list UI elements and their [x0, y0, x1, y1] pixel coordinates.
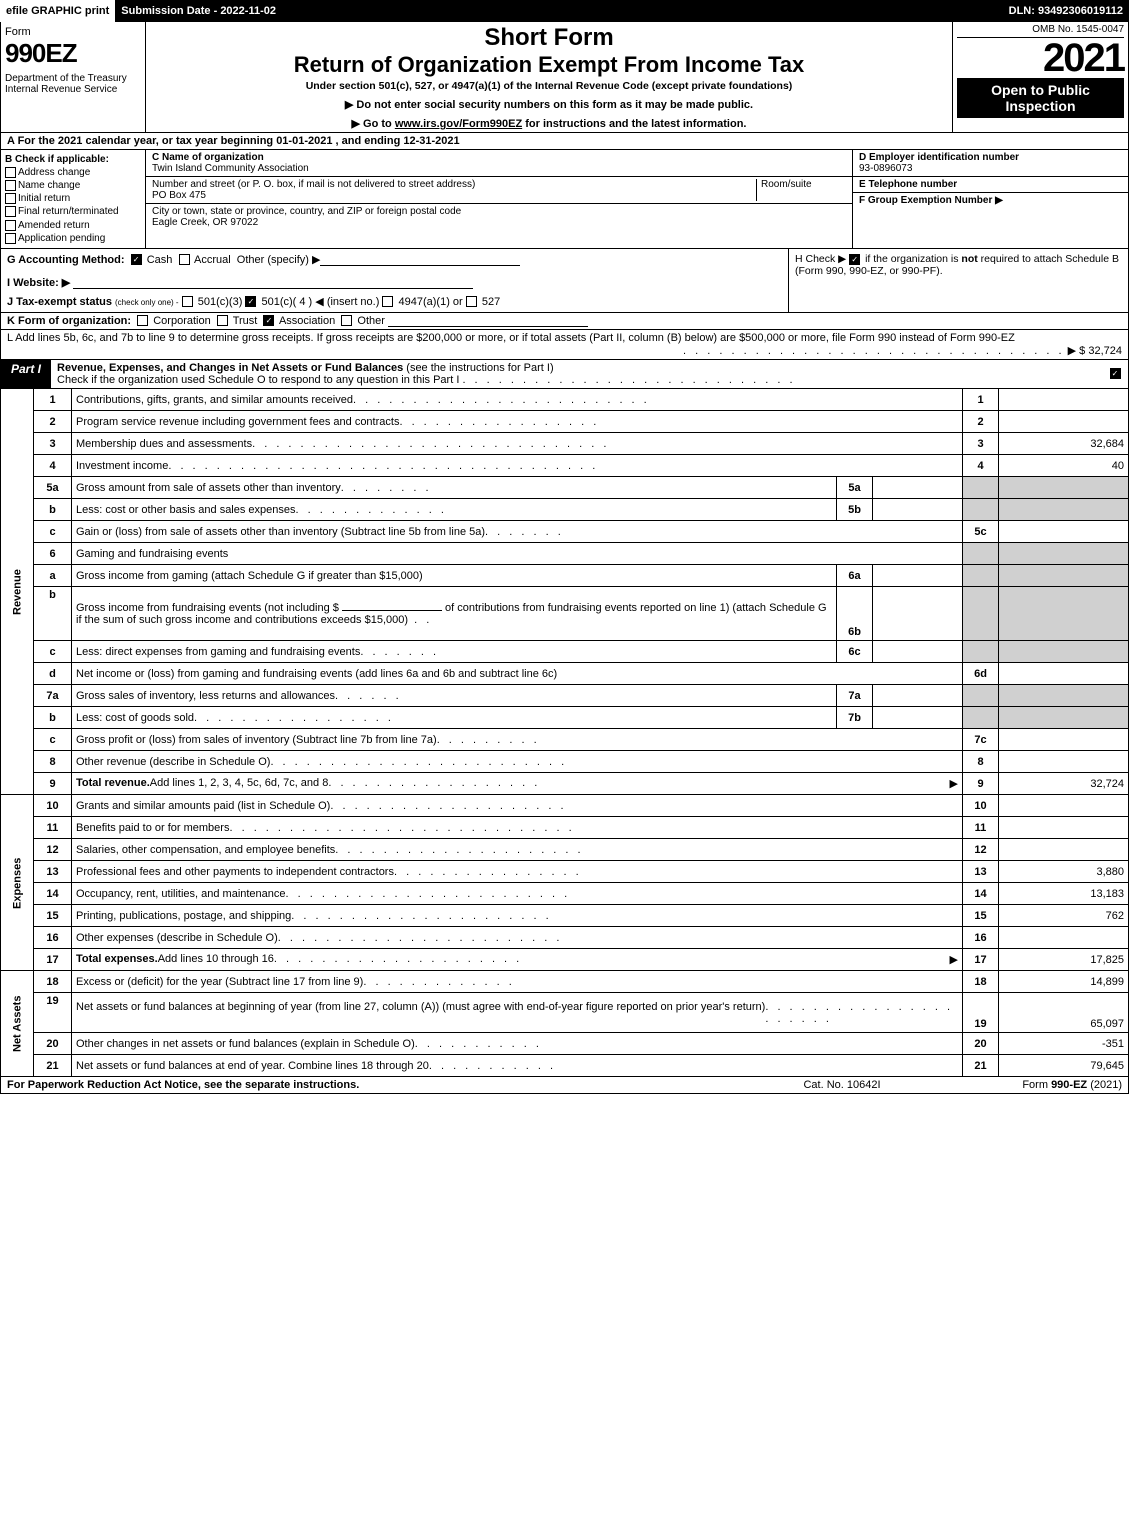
total-revenue: 32,724: [999, 773, 1129, 795]
city-state-zip: Eagle Creek, OR 97022: [152, 217, 258, 228]
ck-schedule-b-not-required[interactable]: [849, 254, 860, 265]
under-section: Under section 501(c), 527, or 4947(a)(1)…: [154, 80, 944, 92]
ck-schedule-o-used[interactable]: [1110, 368, 1121, 379]
form-header: Form 990EZ Department of the Treasury In…: [0, 22, 1129, 133]
total-expenses: 17,825: [999, 949, 1129, 971]
ck-initial-return[interactable]: [5, 193, 16, 204]
revenue-side-label: Revenue: [1, 389, 34, 795]
ck-corp[interactable]: [137, 315, 148, 326]
irs-link[interactable]: www.irs.gov/Form990EZ: [395, 118, 522, 130]
ck-amended[interactable]: [5, 220, 16, 231]
line18-value: 14,899: [999, 971, 1129, 993]
tax-year: 2021: [957, 38, 1124, 78]
efile-print[interactable]: efile GRAPHIC print: [0, 0, 115, 22]
section-c: C Name of organization Twin Island Commu…: [146, 150, 853, 248]
page-footer: For Paperwork Reduction Act Notice, see …: [0, 1077, 1129, 1094]
department: Department of the Treasury Internal Reve…: [5, 73, 141, 95]
ck-name-change[interactable]: [5, 180, 16, 191]
submission-date: Submission Date - 2022-11-02: [115, 0, 282, 22]
part1-tab: Part I: [1, 360, 51, 388]
instr-goto: ▶ Go to www.irs.gov/Form990EZ for instru…: [154, 117, 944, 130]
line1-value: [999, 389, 1129, 411]
ck-pending[interactable]: [5, 233, 16, 244]
line19-value: 65,097: [999, 993, 1129, 1033]
ck-501c3[interactable]: [182, 296, 193, 307]
ck-address-change[interactable]: [5, 167, 16, 178]
line14-value: 13,183: [999, 883, 1129, 905]
form-number: 990EZ: [5, 38, 141, 69]
other-org-field[interactable]: [388, 315, 588, 327]
line21-value: 79,645: [999, 1055, 1129, 1077]
org-name: Twin Island Community Association: [152, 163, 309, 174]
line13-value: 3,880: [999, 861, 1129, 883]
section-gh: G Accounting Method: Cash Accrual Other …: [0, 249, 1129, 313]
return-title: Return of Organization Exempt From Incom…: [154, 52, 944, 78]
ein: 93-0896073: [859, 163, 912, 174]
net-assets-side-label: Net Assets: [1, 971, 34, 1077]
website-label: I Website: ▶: [7, 277, 70, 289]
ck-cash[interactable]: [131, 254, 142, 265]
ck-association[interactable]: [263, 315, 274, 326]
section-a-period: A For the 2021 calendar year, or tax yea…: [0, 133, 1129, 150]
line2-value: [999, 411, 1129, 433]
form-word: Form: [5, 26, 141, 38]
line15-value: 762: [999, 905, 1129, 927]
section-k: K Form of organization: Corporation Trus…: [0, 313, 1129, 330]
catalog-number: Cat. No. 10642I: [742, 1079, 942, 1091]
dln: DLN: 93492306019112: [1003, 0, 1129, 22]
part1-table: Revenue 1 Contributions, gifts, grants, …: [0, 389, 1129, 1078]
section-b: B Check if applicable: Address change Na…: [1, 150, 146, 248]
section-def: D Employer identification number 93-0896…: [853, 150, 1128, 248]
ck-4947[interactable]: [382, 296, 393, 307]
section-l: L Add lines 5b, 6c, and 7b to line 9 to …: [0, 330, 1129, 360]
ck-final-return[interactable]: [5, 206, 16, 217]
expenses-side-label: Expenses: [1, 795, 34, 971]
part1-header: Part I Revenue, Expenses, and Changes in…: [0, 360, 1129, 389]
short-form-title: Short Form: [154, 24, 944, 52]
ck-527[interactable]: [466, 296, 477, 307]
open-to-public: Open to Public Inspection: [957, 78, 1124, 118]
instr-no-ssn: ▶ Do not enter social security numbers o…: [154, 98, 944, 111]
ck-trust[interactable]: [217, 315, 228, 326]
street-address: PO Box 475: [152, 190, 206, 201]
other-method-field[interactable]: [320, 254, 520, 266]
ck-accrual[interactable]: [179, 254, 190, 265]
top-bar: efile GRAPHIC print Submission Date - 20…: [0, 0, 1129, 22]
ck-501c[interactable]: [245, 296, 256, 307]
gross-receipts: ▶ $ 32,724: [1068, 345, 1122, 357]
line3-value: 32,684: [999, 433, 1129, 455]
line20-value: -351: [999, 1033, 1129, 1055]
line4-value: 40: [999, 455, 1129, 477]
section-bcdef: B Check if applicable: Address change Na…: [0, 150, 1129, 249]
website-field[interactable]: [73, 277, 473, 289]
ck-other-org[interactable]: [341, 315, 352, 326]
